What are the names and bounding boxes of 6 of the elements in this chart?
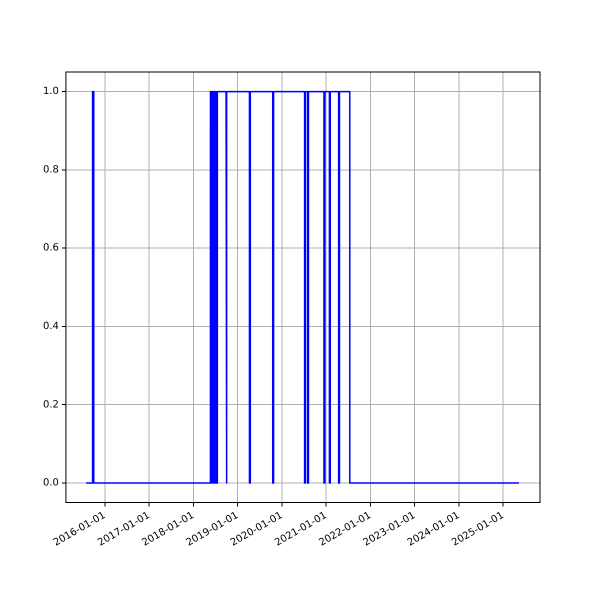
y-tick-label: 0.4	[42, 321, 59, 332]
y-tick-label: 0.0	[42, 478, 59, 489]
y-tick-label: 0.2	[42, 399, 59, 410]
y-tick-label: 1.0	[42, 86, 59, 98]
y-tick-label: 0.8	[42, 164, 59, 176]
y-tick-label: 0.6	[42, 242, 59, 254]
